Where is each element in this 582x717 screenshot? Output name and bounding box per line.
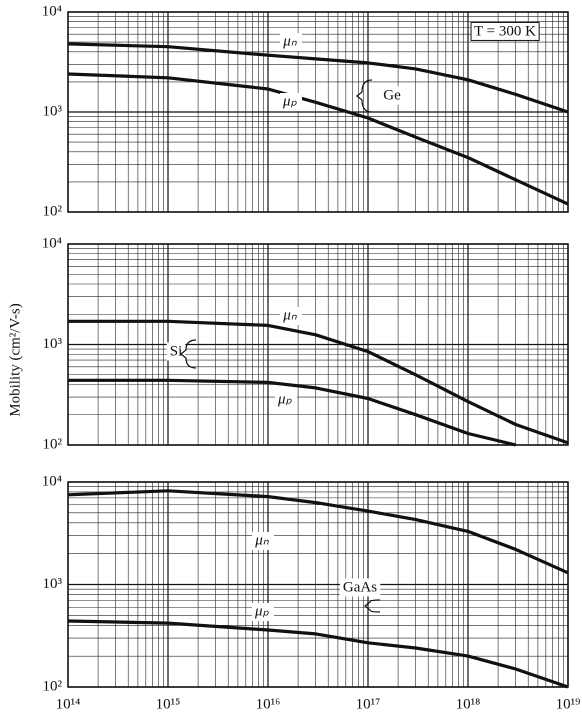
brace — [364, 599, 381, 613]
series-label: μₙ — [282, 307, 298, 323]
y-tick-label: 10³ — [43, 103, 63, 119]
series-label: μₙ — [282, 33, 298, 49]
series-line — [67, 489, 569, 575]
series-label: μₚ — [277, 391, 293, 407]
y-tick-label: 10² — [43, 203, 63, 219]
annotation: Si — [170, 343, 183, 359]
plot-frame — [67, 243, 569, 446]
x-tick-label: 10¹⁶ — [256, 696, 281, 712]
x-tick-label: 10¹⁸ — [456, 696, 481, 712]
series-label-bg — [280, 307, 302, 325]
series-label: μₚ — [282, 93, 298, 109]
series-label-bg — [275, 391, 297, 409]
series-line — [67, 42, 569, 114]
x-tick-label: 10¹⁹ — [556, 696, 581, 712]
x-tick-label: 10¹⁴ — [56, 696, 81, 712]
y-tick-label: 10² — [43, 678, 63, 694]
series-line — [67, 619, 569, 689]
annotation: Ge — [383, 87, 401, 103]
series-line — [67, 72, 569, 206]
y-tick-label: 10³ — [43, 336, 63, 352]
brace — [180, 339, 197, 369]
series-label-bg — [252, 603, 274, 621]
annotation-bg — [380, 86, 405, 105]
x-tick-label: 10¹⁵ — [156, 696, 181, 712]
annotation-bg — [166, 342, 186, 361]
plot-frame — [67, 481, 569, 688]
y-tick-label: 10⁴ — [42, 3, 62, 19]
annotation: T = 300 K — [474, 23, 536, 39]
annotation-bg — [470, 21, 540, 41]
series-label-bg — [280, 33, 302, 51]
series-label: μₙ — [254, 532, 270, 548]
series-label: μₚ — [254, 603, 270, 619]
brace — [356, 79, 373, 113]
series-line — [68, 378, 517, 447]
series-label-bg — [280, 93, 302, 111]
annotation-bg — [339, 578, 381, 597]
y-tick-label: 10² — [43, 436, 63, 452]
y-tick-label: 10⁴ — [42, 473, 62, 489]
annotation: GaAs — [343, 579, 377, 595]
series-line — [68, 319, 569, 445]
y-axis-label: Mobility (cm²/V-s) — [7, 303, 23, 417]
y-tick-label: 10³ — [43, 576, 63, 592]
series-label-bg — [252, 532, 274, 550]
y-tick-label: 10⁴ — [42, 235, 62, 251]
x-tick-label: 10¹⁷ — [356, 696, 381, 712]
